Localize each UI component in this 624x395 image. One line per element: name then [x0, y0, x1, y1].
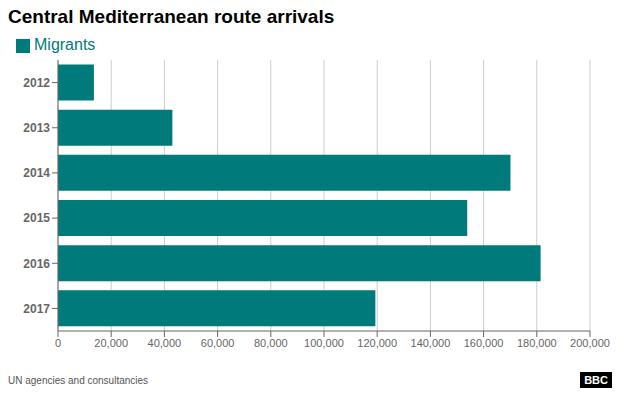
svg-text:2014: 2014 [23, 166, 50, 180]
svg-text:2015: 2015 [23, 211, 50, 225]
svg-text:80,000: 80,000 [254, 337, 288, 349]
html-text:Migrants: Migrants [34, 36, 96, 53]
svg-text:60,000: 60,000 [201, 337, 235, 349]
html-text:Central Mediterranean route ar: Central Mediterranean route arrivals [8, 6, 335, 27]
svg-text:40,000: 40,000 [148, 337, 182, 349]
svg-text:160,000: 160,000 [464, 337, 504, 349]
svg-text:0: 0 [55, 337, 61, 349]
svg-text:20,000: 20,000 [94, 337, 128, 349]
svg-text:180,000: 180,000 [517, 337, 557, 349]
svg-text:120,000: 120,000 [357, 337, 397, 349]
svg-text:100,000: 100,000 [304, 337, 344, 349]
svg-text:140,000: 140,000 [411, 337, 451, 349]
html-text:BBC: BBC [584, 374, 608, 386]
svg-text:2013: 2013 [23, 121, 50, 135]
html-text:UN agencies and consultancies: UN agencies and consultancies [8, 374, 149, 386]
svg-text:2016: 2016 [23, 257, 50, 271]
svg-text:200,000: 200,000 [570, 337, 610, 349]
svg-text:2017: 2017 [23, 302, 50, 316]
svg-text:2012: 2012 [23, 76, 50, 90]
